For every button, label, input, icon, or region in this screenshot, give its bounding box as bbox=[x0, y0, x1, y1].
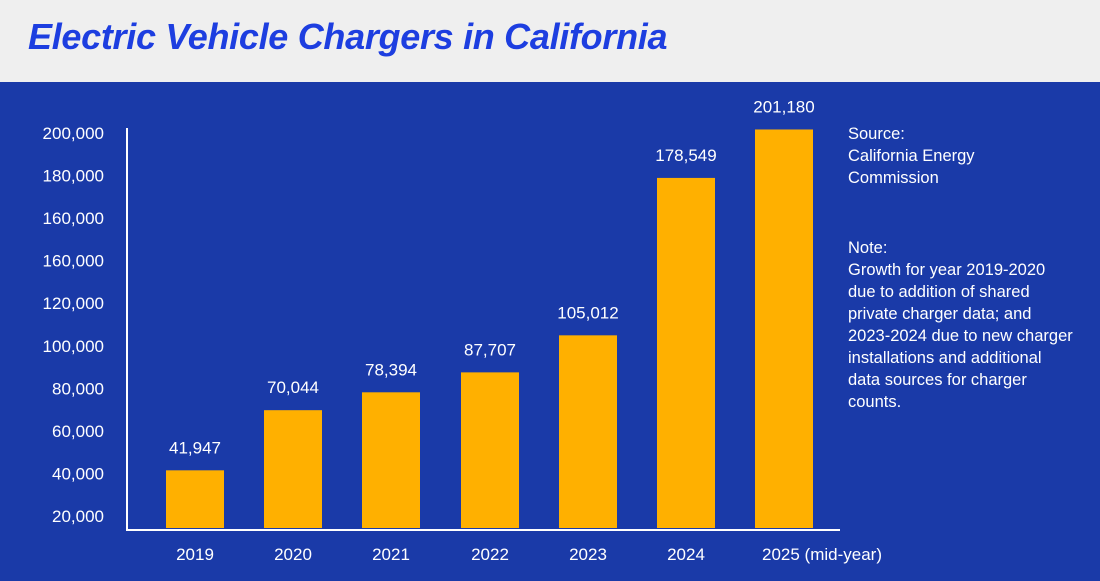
bar bbox=[755, 129, 813, 528]
y-tick-label: 120,000 bbox=[43, 294, 104, 313]
bar-value-label: 41,947 bbox=[169, 438, 221, 457]
y-tick-label: 180,000 bbox=[43, 167, 104, 186]
bar-value-label: 78,394 bbox=[365, 360, 417, 379]
y-tick-label: 20,000 bbox=[52, 507, 104, 526]
bar-value-label: 70,044 bbox=[267, 378, 319, 397]
bar bbox=[657, 177, 715, 528]
source-text: California Energy Commission bbox=[848, 147, 975, 187]
x-tick-label: 2022 bbox=[471, 545, 509, 564]
x-tick-label: 2021 bbox=[372, 545, 410, 564]
header-bar: Electric Vehicle Chargers in California bbox=[0, 0, 1100, 82]
x-tick-label: 2020 bbox=[274, 545, 312, 564]
bar-value-label: 178,549 bbox=[655, 146, 716, 165]
note-block: Note: Growth for year 2019-2020 due to a… bbox=[848, 237, 1088, 413]
y-tick-label: 60,000 bbox=[52, 422, 104, 441]
bar bbox=[264, 410, 322, 528]
note-text: Growth for year 2019-2020 due to additio… bbox=[848, 261, 1073, 411]
bar-value-label: 105,012 bbox=[557, 303, 618, 322]
page-title: Electric Vehicle Chargers in California bbox=[28, 16, 668, 57]
x-tick-label: 2023 bbox=[569, 545, 607, 564]
source-label: Source: bbox=[848, 125, 905, 143]
y-tick-label: 160,000 bbox=[43, 209, 104, 228]
y-tick-label: 40,000 bbox=[52, 464, 104, 483]
note-label: Note: bbox=[848, 239, 888, 257]
bar-value-label: 201,180 bbox=[753, 97, 814, 116]
y-tick-label: 200,000 bbox=[43, 124, 104, 143]
x-tick-label: 2019 bbox=[176, 545, 214, 564]
source-block: Source: California Energy Commission bbox=[848, 123, 1088, 189]
bar bbox=[362, 392, 420, 528]
x-tick-label: 2024 bbox=[667, 545, 705, 564]
y-tick-label: 80,000 bbox=[52, 379, 104, 398]
bar-value-label: 87,707 bbox=[464, 340, 516, 359]
bar bbox=[461, 372, 519, 528]
bar bbox=[166, 470, 224, 528]
y-tick-label: 100,000 bbox=[43, 337, 104, 356]
y-tick-label: 160,000 bbox=[43, 252, 104, 271]
x-tick-label: 2025 (mid-year) bbox=[762, 545, 882, 564]
bar bbox=[559, 335, 617, 528]
